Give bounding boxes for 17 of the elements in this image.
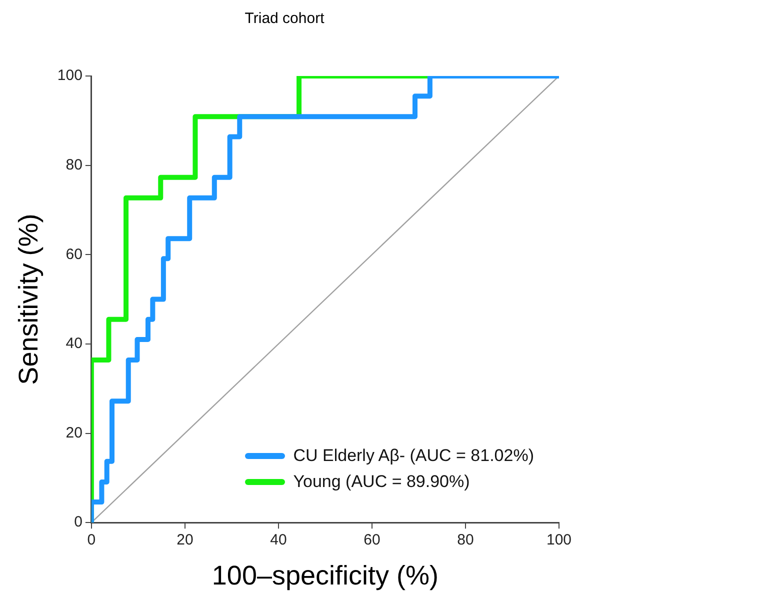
legend-label: CU Elderly Aβ- (AUC = 81.02%) <box>293 446 534 466</box>
chart-title: Triad cohort <box>244 10 326 28</box>
x-tick-label: 80 <box>457 532 474 549</box>
x-tick-label: 60 <box>364 532 380 549</box>
x-tick-label: 40 <box>270 532 287 549</box>
y-tick-label: 80 <box>66 156 82 174</box>
y-axis-title: Sensitivity (%) <box>14 214 44 385</box>
x-tick-label: 100 <box>546 532 572 549</box>
x-tick-label: 20 <box>176 532 194 549</box>
x-axis-title: 100‒specificity (%) <box>212 560 439 590</box>
legend-label: Young (AUC = 89.90%) <box>293 472 470 492</box>
y-tick-label: 40 <box>66 335 82 352</box>
x-tick-label: 0 <box>87 532 96 549</box>
y-tick-label: 20 <box>66 424 82 442</box>
y-tick-label: 0 <box>74 514 82 531</box>
y-tick-label: 100 <box>57 67 82 84</box>
y-tick-label: 60 <box>66 246 82 263</box>
